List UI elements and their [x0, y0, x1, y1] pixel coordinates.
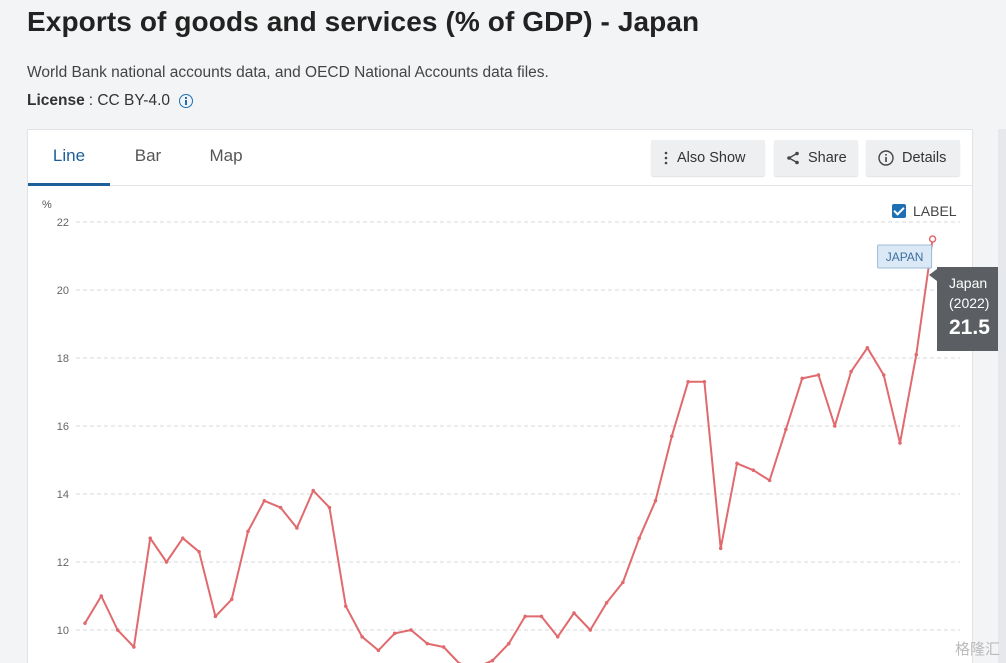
chart-tabs: Line Bar Map Also Show Share Details	[28, 130, 972, 186]
data-point	[881, 373, 886, 377]
data-point	[376, 648, 381, 653]
tab-line[interactable]: Line	[28, 130, 110, 186]
data-point	[898, 441, 902, 445]
share-button[interactable]: Share	[774, 140, 858, 176]
data-point	[637, 536, 642, 541]
y-tick-label: 14	[57, 489, 69, 501]
y-tick-label: 22	[57, 217, 69, 229]
y-tick-label: 16	[57, 421, 69, 433]
data-point	[686, 379, 690, 384]
data-point	[197, 549, 201, 554]
data-point	[343, 604, 348, 609]
label-toggle-text: LABEL	[913, 203, 957, 219]
y-tick-label: 12	[57, 557, 69, 569]
license-label: License	[27, 92, 85, 109]
tab-map[interactable]: Map	[209, 146, 243, 165]
data-point	[295, 526, 299, 530]
line-chart: % 22 20 18 16 14 12 10 JAPAN	[42, 199, 960, 663]
data-point	[441, 645, 446, 649]
chart-panel: Line Bar Map Also Show Share Details % 22…	[27, 129, 1003, 663]
data-point	[425, 641, 430, 646]
data-point	[392, 631, 397, 636]
data-point	[311, 488, 316, 493]
also-show-label: Also Show	[677, 150, 746, 166]
data-point	[555, 634, 560, 639]
sidebar-edge	[998, 129, 1006, 663]
data-point	[572, 611, 576, 615]
data-point	[816, 373, 821, 377]
share-label: Share	[808, 150, 847, 166]
data-point	[409, 628, 413, 632]
data-point	[865, 345, 870, 350]
data-point	[928, 235, 937, 243]
data-point	[115, 628, 120, 632]
tooltip-year: (2022)	[949, 295, 990, 311]
also-show-button[interactable]: Also Show	[651, 140, 765, 176]
license-value: : CC BY-4.0	[88, 92, 171, 109]
data-point	[914, 352, 919, 357]
data-point	[800, 376, 805, 381]
data-point	[506, 641, 511, 646]
data-point	[669, 434, 674, 439]
data-point	[588, 628, 593, 632]
data-point	[180, 536, 185, 541]
data-point	[849, 369, 853, 374]
data-point	[523, 614, 527, 619]
data-point	[751, 468, 756, 473]
data-point	[83, 621, 87, 626]
data-point	[164, 560, 169, 564]
details-button[interactable]: Details	[866, 140, 960, 176]
tooltip-value: 21.5	[949, 316, 990, 339]
y-tick-label: 10	[57, 625, 69, 637]
y-tick-label: 18	[57, 353, 69, 365]
data-point	[360, 634, 364, 639]
y-axis-unit: %	[42, 199, 52, 211]
info-icon[interactable]	[179, 94, 194, 108]
data-point	[229, 597, 234, 602]
data-point	[99, 594, 104, 598]
data-point	[148, 536, 153, 541]
page-title: Exports of goods and services (% of GDP)…	[27, 6, 700, 37]
data-point	[539, 614, 544, 619]
data-point	[653, 498, 658, 503]
tab-bar[interactable]: Bar	[134, 146, 162, 165]
data-point	[278, 505, 283, 510]
more-vertical-icon	[663, 151, 669, 165]
data-point	[327, 505, 332, 510]
source-text: World Bank national accounts data, and O…	[27, 64, 549, 81]
watermark-logo: 格隆汇	[954, 641, 1000, 658]
data-point	[621, 580, 625, 585]
details-label: Details	[902, 150, 947, 166]
value-tooltip: Japan (2022) 21.5	[929, 267, 1003, 351]
data-point	[767, 478, 772, 483]
data-point	[718, 546, 723, 551]
license-row: License : CC BY-4.0	[27, 92, 194, 110]
data-point	[246, 529, 250, 534]
series-label-japan: JAPAN	[886, 250, 924, 264]
data-point	[132, 645, 136, 649]
info-circle-icon	[878, 150, 894, 166]
tooltip-country: Japan	[949, 275, 988, 291]
data-point	[490, 658, 495, 663]
share-icon	[786, 151, 800, 165]
series-label-box	[877, 244, 933, 269]
data-point	[784, 427, 788, 432]
data-point	[262, 498, 267, 503]
label-toggle[interactable]: LABEL	[892, 203, 957, 219]
data-point	[702, 379, 707, 384]
data-point	[735, 461, 739, 466]
label-checkbox[interactable]	[892, 204, 906, 218]
data-point	[832, 424, 837, 428]
data-point	[604, 600, 609, 605]
series-line-japan	[84, 238, 934, 663]
y-tick-label: 20	[57, 285, 69, 297]
data-point	[213, 614, 218, 619]
